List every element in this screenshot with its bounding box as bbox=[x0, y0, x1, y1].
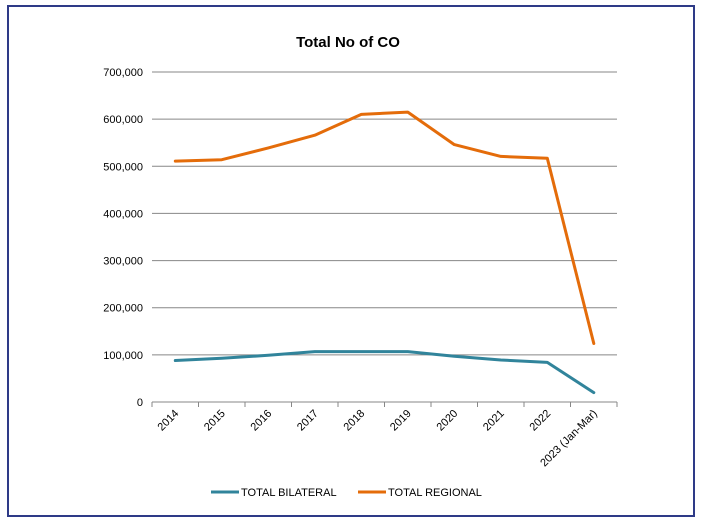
x-tick-label: 2021 bbox=[481, 408, 507, 434]
y-tick-label: 100,000 bbox=[103, 350, 143, 362]
x-tick-label: 2017 bbox=[295, 408, 321, 434]
x-tick-label: 2019 bbox=[388, 408, 414, 434]
y-tick-label: 0 bbox=[137, 397, 143, 409]
x-tick-label: 2014 bbox=[156, 408, 182, 434]
y-tick-label: 200,000 bbox=[103, 303, 143, 315]
y-tick-label: 500,000 bbox=[103, 161, 143, 173]
series-lines bbox=[173, 110, 596, 395]
x-tick-label: 2018 bbox=[342, 408, 368, 434]
y-tick-label: 300,000 bbox=[103, 256, 143, 268]
legend-label: TOTAL BILATERAL bbox=[241, 487, 337, 499]
x-tick-label: 2020 bbox=[435, 408, 461, 434]
legend: TOTAL BILATERAL TOTAL REGIONAL bbox=[211, 487, 482, 499]
axes: 0 100,000 200,000 300,000 400,000 500,000 600,… bbox=[103, 67, 618, 469]
legend-label: TOTAL REGIONAL bbox=[388, 487, 482, 499]
y-tick-label: 600,000 bbox=[103, 114, 143, 126]
series-line-total-bilateral bbox=[173, 350, 596, 395]
x-tick-label: 2022 bbox=[528, 408, 554, 434]
series-line-total-regional bbox=[173, 110, 596, 345]
y-tick-label: 400,000 bbox=[103, 208, 143, 220]
y-tick-label: 700,000 bbox=[103, 67, 143, 79]
gridlines bbox=[152, 71, 617, 356]
x-tick-label: 2015 bbox=[202, 408, 228, 434]
x-tick-label: 2016 bbox=[249, 408, 275, 434]
chart-title: Total No of CO bbox=[296, 34, 400, 51]
